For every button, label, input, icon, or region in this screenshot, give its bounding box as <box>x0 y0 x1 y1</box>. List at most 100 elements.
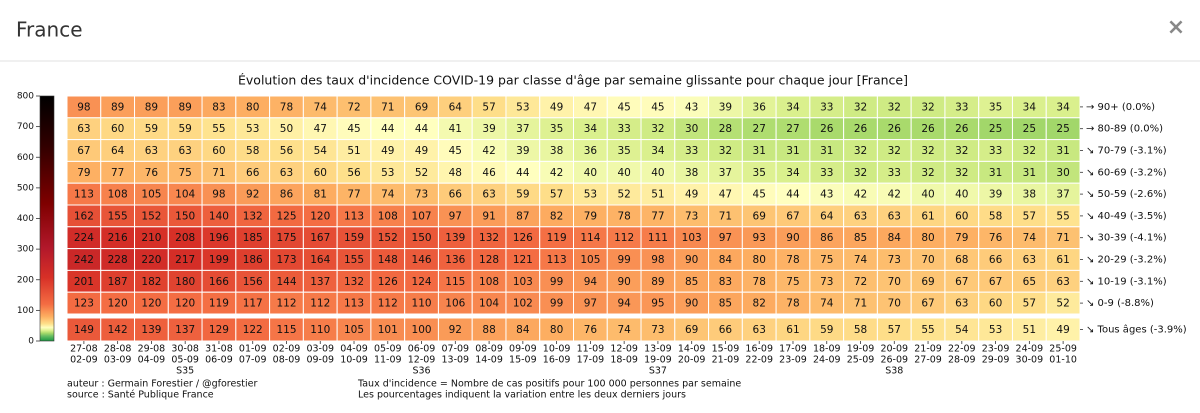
row-label: ↘ 30-39 (-4.1%) <box>1086 233 1167 244</box>
cell-value: 70 <box>888 298 901 310</box>
colorbar-tick-label: 400 <box>17 214 34 224</box>
x-tick-label: 31-08 <box>205 344 233 355</box>
colorbar-tick-label: 200 <box>17 275 34 285</box>
x-tick-label: 02-09 <box>70 355 98 366</box>
cell-value: 85 <box>719 298 732 310</box>
cell-value: 63 <box>888 210 901 222</box>
cell-value: 39 <box>989 189 1002 201</box>
cell-value: 38 <box>550 145 563 157</box>
x-tick-label: 28-09 <box>948 355 976 366</box>
cell-value: 74 <box>381 189 395 201</box>
cell-value: 58 <box>989 210 1002 222</box>
cell-value: 83 <box>719 276 732 288</box>
cell-value: 92 <box>246 189 259 201</box>
cell-value: 71 <box>854 298 867 310</box>
footer-note: auteur : Germain Forestier / @gforestier <box>67 379 257 390</box>
cell-value: 82 <box>753 298 766 310</box>
cell-value: 32 <box>719 145 732 157</box>
cell-value: 155 <box>344 254 364 266</box>
cell-value: 26 <box>854 123 868 135</box>
x-tick-label: 08-09 <box>475 344 503 355</box>
cell-value: 79 <box>955 232 968 244</box>
cell-value: 57 <box>550 189 563 201</box>
cell-value: 66 <box>719 324 733 336</box>
cell-value: 34 <box>1023 101 1037 113</box>
x-tick-label: 30-09 <box>1016 355 1044 366</box>
cell-value: 120 <box>310 210 330 222</box>
cell-value: 84 <box>719 254 733 266</box>
cell-value: 55 <box>921 324 934 336</box>
cell-value: 136 <box>445 254 465 266</box>
cell-value: 97 <box>719 232 732 244</box>
cell-value: 164 <box>310 254 330 266</box>
cell-value: 71 <box>1056 232 1069 244</box>
cell-value: 80 <box>246 101 259 113</box>
cell-value: 32 <box>955 145 968 157</box>
x-tick-label: 01-10 <box>1049 355 1077 366</box>
cell-value: 84 <box>888 232 902 244</box>
cell-value: 59 <box>145 123 158 135</box>
cell-value: 166 <box>209 276 229 288</box>
cell-value: 173 <box>276 254 296 266</box>
cell-value: 78 <box>280 101 293 113</box>
cell-value: 70 <box>888 276 901 288</box>
cell-value: 47 <box>719 189 732 201</box>
cell-value: 113 <box>344 298 364 310</box>
cell-value: 61 <box>1056 254 1069 266</box>
cell-value: 34 <box>584 123 598 135</box>
cell-value: 32 <box>921 145 934 157</box>
cell-value: 60 <box>111 123 124 135</box>
cell-value: 37 <box>719 167 732 179</box>
cell-value: 112 <box>614 232 634 244</box>
cell-value: 73 <box>651 324 664 336</box>
cell-value: 83 <box>212 101 225 113</box>
close-button[interactable]: × <box>1167 15 1185 40</box>
cell-value: 32 <box>651 123 664 135</box>
cell-value: 155 <box>108 210 128 222</box>
colorbar-tick-label: 600 <box>17 153 34 163</box>
cell-value: 61 <box>921 210 934 222</box>
cell-value: 92 <box>449 324 462 336</box>
row-label: ↘ 60-69 (-3.2%) <box>1086 167 1167 178</box>
cell-value: 90 <box>786 232 799 244</box>
cell-value: 159 <box>344 232 364 244</box>
cell-value: 39 <box>482 123 495 135</box>
cell-value: 86 <box>280 189 294 201</box>
cell-value: 63 <box>1023 254 1036 266</box>
cell-value: 38 <box>1023 189 1036 201</box>
cell-value: 53 <box>584 189 597 201</box>
x-tick-label: 26-09 <box>880 355 908 366</box>
cell-value: 63 <box>145 145 158 157</box>
x-tick-label: 10-09 <box>543 344 571 355</box>
week-label: S36 <box>412 366 430 377</box>
cell-value: 32 <box>854 167 867 179</box>
cell-value: 52 <box>617 189 630 201</box>
cell-value: 26 <box>921 123 935 135</box>
cell-value: 123 <box>74 298 94 310</box>
cell-value: 58 <box>246 145 259 157</box>
x-tick-label: 09-09 <box>509 344 537 355</box>
cell-value: 30 <box>1056 167 1069 179</box>
cell-value: 45 <box>617 101 630 113</box>
cell-value: 120 <box>175 298 195 310</box>
cell-value: 45 <box>449 145 462 157</box>
cell-value: 89 <box>651 276 664 288</box>
cell-value: 60 <box>314 167 327 179</box>
x-tick-label: 25-09 <box>847 355 875 366</box>
colorbar-tick-label: 100 <box>17 306 34 316</box>
cell-value: 25 <box>1056 123 1069 135</box>
cell-value: 63 <box>77 123 90 135</box>
cell-value: 98 <box>212 189 225 201</box>
cell-value: 144 <box>276 276 296 288</box>
week-label: S35 <box>176 366 194 377</box>
cell-value: 97 <box>584 298 597 310</box>
cell-value: 80 <box>753 254 766 266</box>
cell-value: 99 <box>550 276 563 288</box>
x-tick-label: 11-09 <box>577 344 605 355</box>
cell-value: 82 <box>550 210 563 222</box>
cell-value: 54 <box>955 324 969 336</box>
cell-value: 33 <box>820 167 833 179</box>
cell-value: 31 <box>1056 145 1069 157</box>
cell-value: 34 <box>651 145 665 157</box>
